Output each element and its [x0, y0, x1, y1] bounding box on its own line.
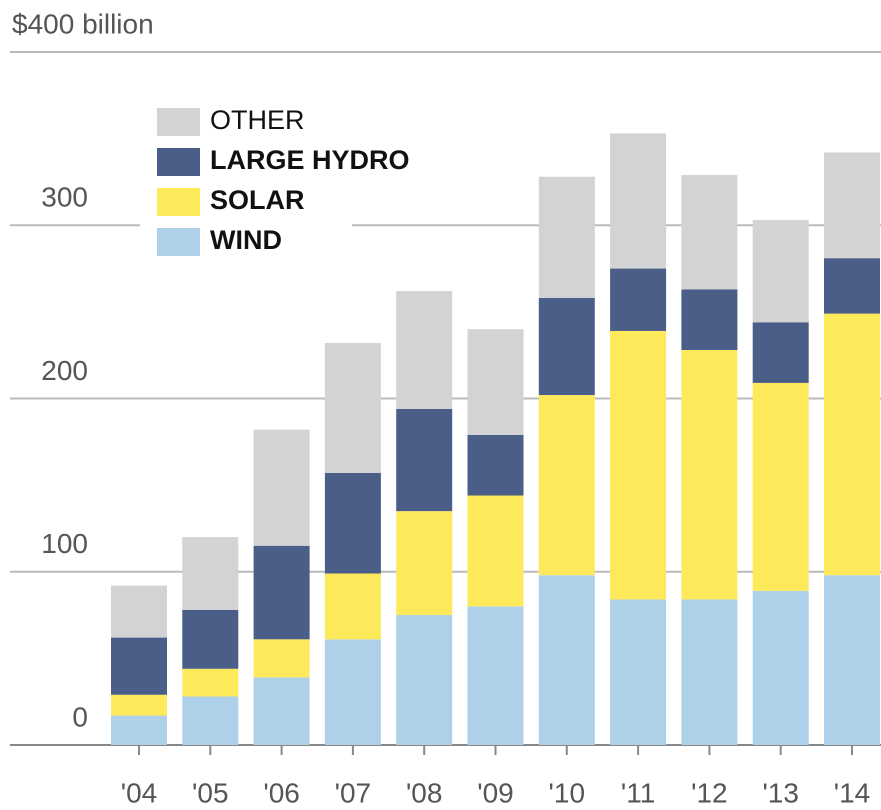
legend-label: SOLAR — [210, 185, 305, 215]
bar-segment — [681, 289, 738, 350]
bar-segment — [467, 606, 524, 745]
bar-segment — [824, 258, 880, 314]
bar-segment — [610, 599, 667, 745]
y-tick-label: 300 — [41, 182, 88, 213]
bar-segment — [182, 609, 239, 669]
bar-segment — [681, 349, 738, 600]
bar-segment — [752, 220, 809, 323]
x-tick-label: '14 — [834, 777, 871, 808]
bar-segment — [111, 585, 167, 638]
legend-swatch — [157, 148, 200, 176]
bar-segment — [610, 330, 667, 600]
bar-segment — [253, 677, 310, 745]
bar-segment — [182, 668, 239, 697]
x-tick-label: '06 — [263, 777, 300, 808]
bar-segment — [253, 639, 310, 678]
bar-segment — [324, 573, 381, 640]
bar-segment — [538, 395, 595, 576]
legend-swatch — [157, 108, 200, 136]
x-tick-label: '08 — [406, 777, 443, 808]
bar-segment — [752, 382, 809, 591]
x-tick-label: '13 — [762, 777, 799, 808]
bar-segment — [538, 298, 595, 396]
legend-swatch — [157, 228, 200, 256]
x-tick-label: '11 — [621, 777, 655, 808]
bar-segment — [610, 133, 667, 269]
bar-segment — [324, 639, 381, 745]
bar-segment — [681, 175, 738, 290]
bar-segment — [182, 696, 239, 745]
legend-swatch — [157, 188, 200, 216]
y-tick-label: 0 — [72, 701, 88, 732]
x-tick-label: '12 — [691, 777, 728, 808]
bar-segment — [396, 291, 453, 409]
bar-segment — [182, 537, 239, 610]
bar-segment — [111, 637, 167, 695]
bar-segment — [824, 313, 880, 576]
bar-segment — [610, 268, 667, 331]
y-tick-label: $400 billion — [12, 8, 154, 39]
bar-segment — [538, 176, 595, 299]
bar-segment — [396, 511, 453, 616]
bar-segment — [681, 599, 738, 745]
bar-segment — [467, 329, 524, 435]
x-tick-label: '04 — [121, 777, 158, 808]
legend-label: OTHER — [210, 105, 305, 135]
bar-segment — [111, 715, 167, 745]
x-tick-label: '05 — [192, 777, 229, 808]
bar-segment — [324, 472, 381, 574]
x-tick-label: '07 — [335, 777, 372, 808]
y-tick-label: 200 — [41, 355, 88, 386]
bar-segment — [824, 152, 880, 259]
bar-segment — [253, 429, 310, 546]
x-tick-label: '10 — [549, 777, 586, 808]
bar-segment — [253, 545, 310, 640]
bar-segment — [396, 408, 453, 512]
x-tick-label: '09 — [477, 777, 514, 808]
bar-segment — [752, 322, 809, 383]
bar-segment — [752, 590, 809, 745]
bar-segment — [467, 495, 524, 607]
bar-segment — [824, 575, 880, 745]
legend-label: LARGE HYDRO — [210, 145, 410, 175]
bar-segment — [538, 575, 595, 745]
bar-segment — [324, 343, 381, 473]
y-tick-label: 100 — [41, 528, 88, 559]
bar-segment — [111, 694, 167, 716]
legend-label: WIND — [210, 225, 282, 255]
bar-segment — [467, 434, 524, 496]
bar-segment — [396, 615, 453, 745]
